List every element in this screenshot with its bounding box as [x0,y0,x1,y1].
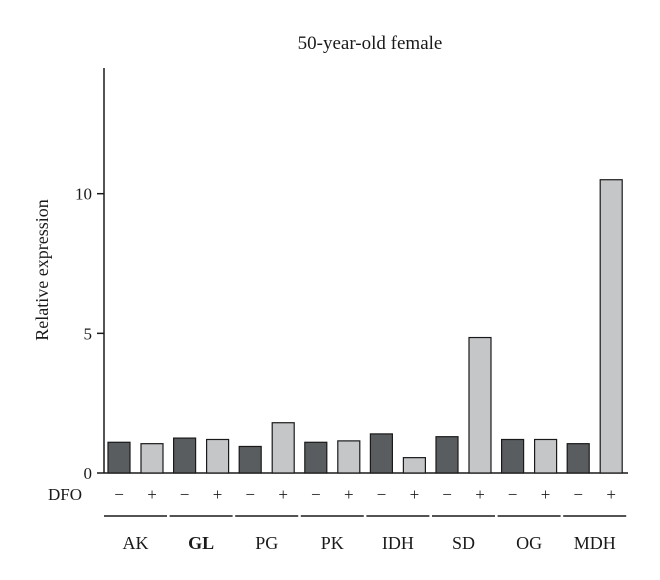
bar-mdh-plus [599,179,623,474]
bar-og-plus [533,438,558,474]
treatment-sign: + [475,485,485,504]
treatment-sign: − [245,485,255,504]
bar-idh-plus [402,457,426,474]
category-label: MDH [574,533,616,553]
bar-pg-minus [238,445,262,474]
y-tick-label: 10 [75,185,92,204]
bar-gl-plus [206,438,230,474]
treatment-sign: − [573,485,583,504]
treatment-sign: + [147,485,157,504]
category-label: AK [123,533,149,553]
treatment-sign: − [377,485,387,504]
bar-pk-minus [304,441,328,474]
treatment-sign: + [541,485,551,504]
y-axis-label: Relative expression [32,199,52,340]
treatment-sign: + [606,485,616,504]
treatment-sign: − [311,485,321,504]
bar-sd-plus [468,336,492,474]
chart-marks: 0 5 10 DFO − + AK − + GL − + PG − + PK − + IDH − + SD − + OG − + MD… [48,68,628,553]
category-label: OG [516,533,542,553]
treatment-sign: − [508,485,518,504]
bar-ak-minus [107,441,131,474]
y-tick-label: 0 [84,464,93,483]
y-tick-label: 5 [84,324,93,343]
chart-title: 50-year-old female [298,33,443,54]
treatment-sign: − [114,485,124,504]
treatment-sign: − [180,485,190,504]
bar-og-minus [501,438,525,474]
bar-pg-plus [271,422,295,474]
treatment-sign: + [410,485,420,504]
treatment-label: DFO [48,485,82,504]
bar-ak-plus [140,443,164,474]
category-label: SD [452,533,475,553]
category-label: PK [321,533,344,553]
bar-mdh-minus [566,443,590,474]
bar-gl-minus [173,437,197,474]
bar-pk-plus [337,440,361,474]
bar-sd-minus [435,436,459,474]
treatment-sign: + [213,485,223,504]
treatment-sign: − [442,485,452,504]
category-label: GL [188,533,214,553]
treatment-sign: + [344,485,354,504]
category-label: IDH [382,533,414,553]
bar-idh-minus [369,433,393,474]
category-label: PG [255,533,278,553]
treatment-sign: + [278,485,288,504]
